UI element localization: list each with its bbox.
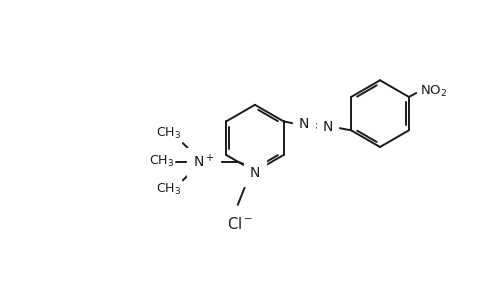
Text: N: N [299,117,309,131]
Text: CH$_3$: CH$_3$ [149,154,174,169]
Text: CH$_3$: CH$_3$ [156,126,181,141]
Text: N: N [323,120,333,134]
Text: CH$_3$: CH$_3$ [156,182,181,197]
Text: N$^+$: N$^+$ [193,153,214,170]
Text: Cl$^-$: Cl$^-$ [227,216,253,232]
Text: NO$_2$: NO$_2$ [420,84,447,99]
Text: N: N [250,166,260,180]
